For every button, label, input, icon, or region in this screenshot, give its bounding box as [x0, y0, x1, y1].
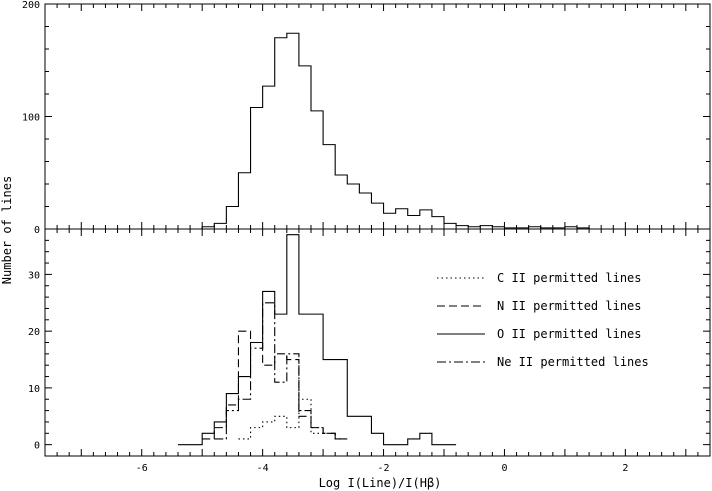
y-axis-label: Number of lines	[0, 176, 14, 284]
x-tick-label: -2	[378, 463, 390, 474]
bottom-series-dashdot-line	[214, 302, 348, 440]
legend-label: Ne II permitted lines	[497, 355, 649, 369]
bottom-panel-series	[178, 234, 457, 446]
bottom-y-tick-label: 0	[34, 441, 40, 452]
bottom-panel: 0 10 20 30 -6 -4 -2 0 2 C II permitted lines N II…	[28, 228, 711, 474]
bottom-y-tick-label: 10	[28, 384, 40, 395]
x-tick-label: -6	[136, 463, 148, 474]
top-panel-series	[69, 32, 686, 230]
top-panel-frame	[44, 3, 711, 230]
bottom-panel-frame	[44, 228, 711, 457]
top-y-tick-label: 200	[22, 0, 40, 11]
bottom-y-tick-label: 30	[28, 270, 40, 281]
bottom-y-tick-label: 20	[28, 327, 40, 338]
legend: C II permitted lines N II permitted lines…	[437, 271, 649, 369]
x-tick-label: 2	[622, 463, 628, 474]
top-panel: 0 100 200	[22, 0, 711, 236]
bottom-series-dotted-line	[238, 398, 348, 440]
x-tick-label: -4	[257, 463, 269, 474]
legend-label: N II permitted lines	[497, 299, 642, 313]
top-y-tick-label: 100	[22, 113, 40, 124]
bottom-panel-ticks: 0 10 20 30 -6 -4 -2 0 2	[28, 228, 711, 474]
x-tick-label: 0	[501, 463, 507, 474]
bottom-series-solid-line	[178, 234, 457, 446]
legend-label: O II permitted lines	[497, 327, 642, 341]
legend-label: C II permitted lines	[497, 271, 642, 285]
top-y-tick-label: 0	[34, 225, 40, 236]
x-axis-label: Log I(Line)/I(Hβ)	[319, 476, 442, 490]
top-panel-ticks: 0 100 200	[22, 0, 711, 236]
top-series-solid-line	[69, 32, 686, 230]
